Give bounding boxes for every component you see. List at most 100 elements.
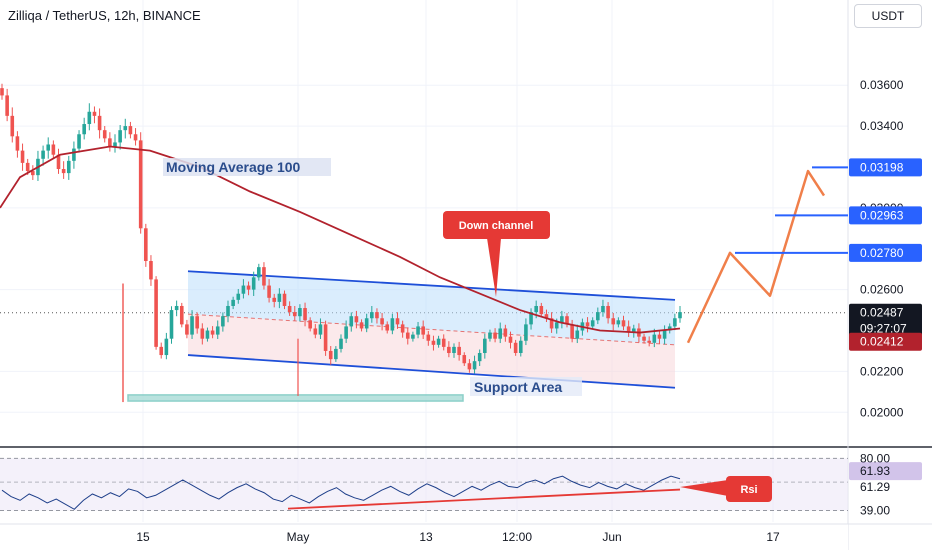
candle-body	[462, 355, 467, 364]
candle-body	[267, 285, 271, 298]
down-channel	[187, 270, 676, 389]
candle-body	[436, 338, 441, 345]
candle-body	[241, 285, 246, 294]
current-price-label: 0.02487	[860, 306, 904, 320]
rsi-ma-label: 61.93	[860, 464, 890, 478]
support-label-text: Support Area	[474, 379, 562, 395]
candle-body	[441, 338, 446, 347]
time-tick-label: 13	[419, 530, 433, 544]
candle-body	[529, 312, 533, 325]
target-price-label: 0.03198	[860, 160, 904, 174]
time-tick-label: 15	[136, 530, 150, 544]
candle-body	[344, 326, 348, 339]
candle-body	[144, 228, 148, 262]
candle-body	[447, 346, 451, 354]
candle-body	[416, 326, 420, 335]
candle-body	[236, 293, 241, 300]
candle-body	[652, 334, 657, 343]
candle-body	[405, 332, 410, 339]
support-area	[127, 394, 464, 402]
rsi-callout-pointer	[680, 480, 728, 496]
time-tick-label: 12:00	[502, 530, 532, 544]
candle-body	[15, 136, 20, 151]
candle-body	[51, 144, 56, 155]
candle-body	[596, 312, 600, 321]
candle-body	[467, 363, 472, 370]
candle-body	[185, 324, 189, 335]
candle-body	[334, 348, 338, 360]
candle-body	[257, 267, 261, 278]
candle-body	[97, 115, 102, 131]
candle-body	[570, 324, 574, 339]
candle-body	[221, 316, 225, 327]
candle-body	[318, 324, 323, 335]
candle-body	[246, 285, 251, 290]
candle-body	[513, 342, 518, 354]
down-channel-callout	[443, 211, 550, 239]
candle-body	[31, 171, 35, 176]
ma-value-label: 0.02412	[860, 335, 904, 349]
candle-body	[375, 312, 379, 319]
candle-body	[5, 95, 9, 116]
rsi-line	[1, 475, 681, 510]
candle-body	[611, 318, 616, 325]
ma-label-text: Moving Average 100	[166, 159, 301, 175]
rsi-trendline	[287, 488, 681, 510]
candle-body	[169, 310, 174, 339]
candle-body	[493, 332, 497, 339]
candle-body	[642, 336, 646, 341]
channel-lower-line	[187, 354, 676, 389]
countdown-label: 09:27:07	[860, 322, 907, 336]
ma-label-box	[163, 158, 331, 176]
candle-body	[154, 279, 158, 347]
candle-body	[477, 353, 482, 362]
candle-body	[339, 338, 343, 349]
candle-body	[380, 318, 384, 325]
candle-body	[395, 318, 400, 325]
candle-body	[200, 328, 205, 339]
candle-body	[25, 162, 30, 172]
candle-body	[77, 134, 81, 149]
price-tick-label: 0.03600	[860, 78, 904, 92]
candle-body	[328, 350, 333, 360]
target-levels	[735, 166, 848, 254]
candle-body	[554, 322, 559, 329]
candle-body	[41, 150, 45, 159]
price-candles	[0, 83, 682, 403]
channel-upper-line	[187, 270, 676, 301]
time-tick-label: May	[287, 530, 310, 544]
candle-body	[149, 261, 153, 280]
annotations: Moving Average 100 Down channel Support Ar…	[163, 158, 772, 502]
candle-body	[82, 124, 86, 135]
candle-body	[277, 293, 282, 302]
candle-body	[113, 142, 117, 147]
candle-body	[508, 336, 513, 343]
candle-body	[400, 324, 405, 333]
price-projection	[686, 169, 826, 344]
rsi-tick-label: 80.00	[860, 451, 890, 465]
current-price-badge	[849, 303, 922, 338]
target-price-badge	[849, 158, 922, 177]
candle-body	[472, 361, 477, 370]
candle-body	[390, 318, 395, 331]
candle-body	[606, 305, 610, 319]
time-tick-label: 17	[766, 530, 780, 544]
candle-body	[354, 316, 359, 323]
candle-body	[673, 318, 677, 327]
candle-body	[370, 312, 374, 319]
candle-body	[565, 316, 569, 325]
candle-body	[205, 330, 210, 339]
candle-body	[518, 340, 523, 354]
time-axis: 15 May 13 12:00 Jun 17	[0, 523, 932, 550]
price-tick-label: 0.02000	[860, 405, 904, 419]
candle-body	[215, 326, 220, 335]
ma100-line	[0, 145, 681, 334]
currency-selector[interactable]: USDT	[854, 4, 922, 28]
ma-value-badge	[849, 332, 922, 351]
target-price-label: 0.02780	[860, 246, 904, 260]
candle-body	[298, 308, 302, 317]
candle-body	[292, 312, 297, 317]
channel-midline	[187, 313, 676, 346]
candle-body	[20, 150, 25, 163]
